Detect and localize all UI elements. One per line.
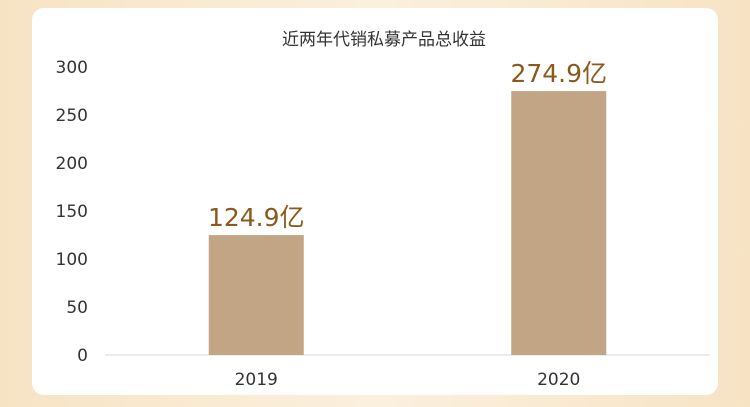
y-tick-label: 0 [77, 346, 88, 366]
bars: 124.9亿 274.9亿 [208, 59, 607, 355]
bar-2019 [208, 235, 304, 355]
chart-title: 近两年代销私募产品总收益 [282, 30, 486, 50]
x-tick-label: 2020 [537, 370, 580, 390]
y-tick-label: 250 [56, 106, 88, 126]
y-tick-label: 100 [56, 250, 88, 270]
y-tick-label: 300 [56, 58, 88, 78]
y-tick-label: 200 [56, 154, 88, 174]
x-axis-labels: 2019 2020 [235, 370, 581, 390]
x-tick-label: 2019 [235, 370, 278, 390]
y-tick-label: 50 [66, 298, 88, 318]
data-label-2020: 274.9亿 [510, 59, 607, 88]
bar-2020 [511, 91, 607, 355]
y-axis-labels: 0 50 100 150 200 250 300 [56, 58, 88, 366]
data-label-2019: 124.9亿 [208, 203, 305, 232]
y-tick-label: 150 [56, 202, 88, 222]
